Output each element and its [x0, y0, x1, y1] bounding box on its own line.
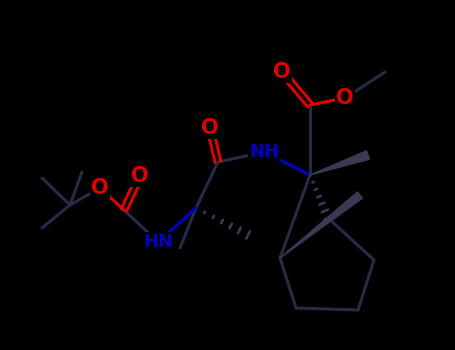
Text: O: O [273, 62, 291, 82]
Text: NH: NH [249, 143, 279, 161]
Polygon shape [280, 192, 363, 258]
Text: O: O [91, 178, 109, 198]
Text: O: O [131, 166, 149, 186]
Text: O: O [201, 118, 219, 138]
Text: O: O [336, 88, 354, 108]
Text: HN: HN [143, 233, 173, 251]
Polygon shape [310, 151, 369, 175]
